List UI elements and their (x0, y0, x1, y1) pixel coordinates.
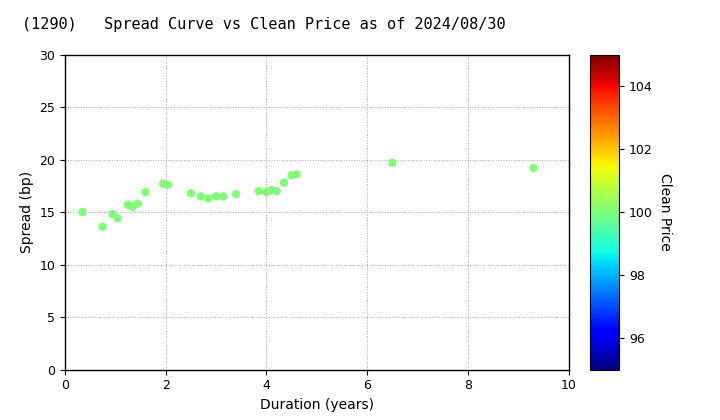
Point (217, 193, 229, 199)
Point (528, 165, 539, 171)
Point (132, 200, 144, 207)
Point (286, 172, 297, 179)
Point (210, 193, 222, 199)
Point (157, 181, 168, 187)
Point (77, 209, 88, 215)
Point (195, 193, 207, 199)
Point (185, 190, 197, 197)
Point (291, 171, 302, 178)
Point (230, 191, 242, 197)
Point (96, 223, 108, 230)
Point (203, 195, 215, 202)
Y-axis label: Clean Price: Clean Price (658, 173, 672, 251)
Point (140, 189, 151, 196)
Point (261, 189, 272, 196)
Point (387, 159, 398, 166)
X-axis label: Duration (years): Duration (years) (260, 398, 374, 412)
Point (107, 211, 118, 218)
Point (253, 188, 265, 194)
Point (112, 215, 124, 222)
Point (271, 188, 282, 194)
Point (122, 201, 134, 208)
Point (127, 203, 139, 210)
Point (266, 186, 277, 193)
Point (163, 181, 174, 188)
Point (278, 179, 289, 186)
Text: (1290)   Spread Curve vs Clean Price as of 2024/08/30: (1290) Spread Curve vs Clean Price as of… (22, 17, 505, 32)
Y-axis label: Spread (bp): Spread (bp) (19, 171, 34, 253)
